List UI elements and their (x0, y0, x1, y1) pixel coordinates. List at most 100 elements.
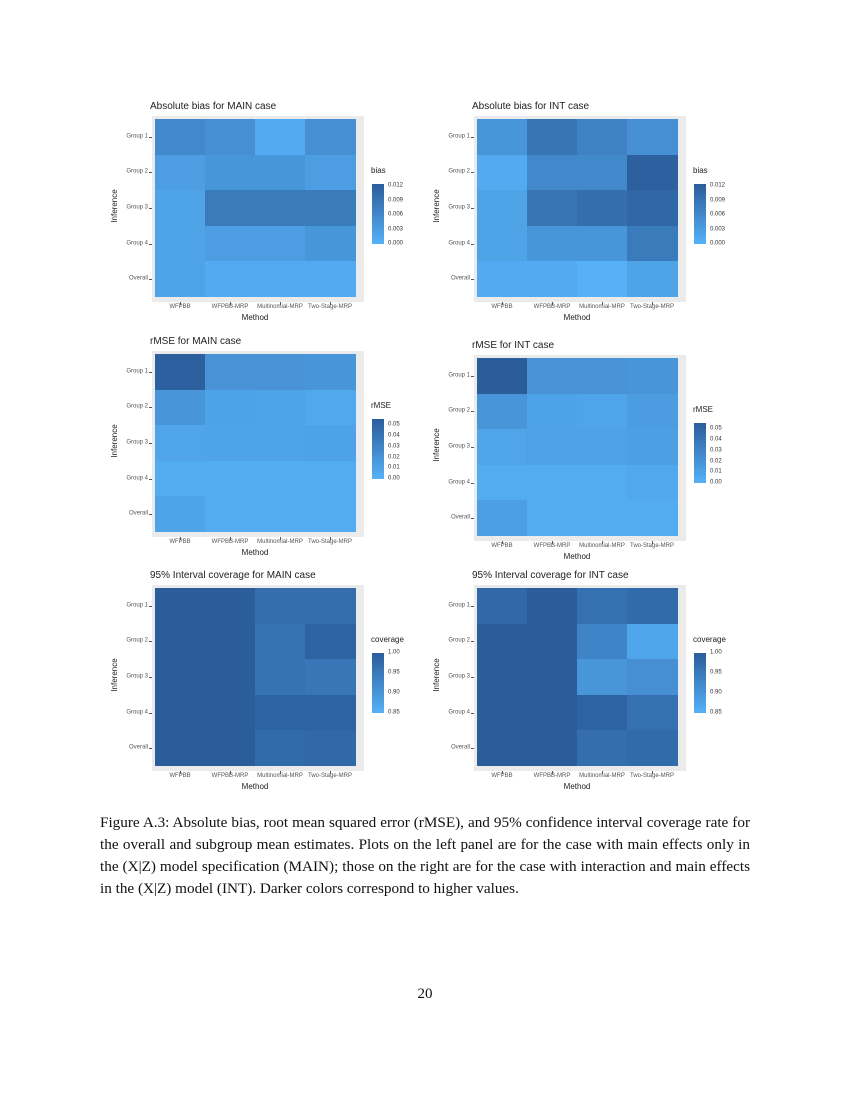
heatmap-tile (205, 694, 256, 731)
heatmap-tile (155, 659, 206, 696)
y-tick-label: Overall (450, 744, 470, 751)
heatmap-rmse-main: rMSE for MAIN case Group 1 Group 2 Group 3 G… (108, 336, 438, 566)
heatmap-tile (255, 225, 306, 262)
figure-caption: Figure A.3: Absolute bias, root mean squ… (100, 814, 750, 897)
heatmap-tile (155, 225, 206, 262)
y-tick-mark (149, 712, 152, 714)
x-tick-label: WFPBB (491, 304, 513, 310)
legend-tick-label: 0.00 (710, 479, 722, 486)
chart-title: rMSE for INT case (472, 340, 555, 351)
heatmap-tile (255, 496, 306, 533)
heatmap-tile (627, 393, 678, 430)
tile-grid (155, 119, 356, 298)
heatmap-tile (527, 225, 578, 262)
y-tick-mark (471, 677, 474, 678)
y-tick-label: Group 3 (448, 443, 470, 450)
heatmap-tile (577, 464, 628, 501)
legend-colorbar (694, 653, 706, 713)
y-axis-title: Inference (432, 428, 441, 462)
heatmap-tile (527, 154, 578, 191)
heatmap-tile (627, 659, 678, 696)
legend-tick-label: 0.90 (710, 689, 722, 696)
heatmap-tile (205, 730, 256, 767)
legend-tick-label: 0.04 (710, 436, 722, 443)
y-tick-label: Group 4 (126, 709, 148, 716)
heatmap-tile (527, 659, 578, 696)
heatmap-tile (205, 496, 256, 533)
legend-tick-label: 0.003 (710, 226, 726, 233)
heatmap-coverage-int: 95% Interval coverage for INT case Group … (430, 570, 760, 800)
y-tick-label: Overall (128, 510, 148, 517)
x-tick-label: WFPBB (491, 543, 513, 549)
x-tick-label: WFPBB (169, 304, 191, 310)
y-tick-mark (149, 208, 152, 209)
page-number: 20 (417, 986, 433, 1002)
y-tick-label: Group 4 (448, 240, 470, 247)
legend-tick-label: 0.009 (388, 197, 404, 204)
heatmap-tile (627, 623, 678, 660)
heatmap-tile (155, 623, 206, 660)
legend-tick-label: 0.03 (710, 447, 722, 454)
x-tick-mark (602, 302, 603, 305)
heatmap-tile (627, 225, 678, 262)
legend-title: coverage (371, 635, 404, 644)
heatmap-tile (205, 261, 256, 298)
heatmap-tile (627, 261, 678, 298)
y-tick-label: Group 1 (448, 372, 470, 379)
y-tick-mark (149, 371, 152, 373)
heatmap-tile (577, 119, 628, 156)
heatmap-tile (205, 425, 256, 462)
heatmap-tile (527, 464, 578, 501)
x-tick-mark (552, 302, 553, 305)
heatmap-tile (205, 190, 256, 227)
legend-tick-label: 0.00 (388, 475, 400, 482)
x-tick-label: Multinomial-MRP (579, 773, 625, 779)
legend-colorbar (694, 184, 706, 244)
y-tick-mark (471, 208, 474, 209)
x-tick-mark (230, 771, 231, 774)
chart-title: 95% Interval coverage for MAIN case (150, 570, 316, 581)
x-tick-label: WFPBB-MRP (533, 773, 571, 779)
x-tick-mark (502, 771, 503, 774)
heatmap-tile (305, 730, 356, 767)
x-tick-mark (330, 302, 331, 305)
x-tick-mark (280, 537, 281, 540)
heatmap-tile (205, 588, 256, 625)
legend-tick-label: 0.01 (710, 468, 722, 475)
x-tick-mark (280, 302, 281, 305)
y-axis-title: Inference (432, 189, 441, 223)
y-tick-label: Group 3 (448, 204, 470, 211)
heatmap-tile (305, 119, 356, 156)
y-tick-label: Group 2 (126, 637, 148, 644)
x-axis-title: Method (241, 782, 269, 791)
heatmap-tile (155, 190, 206, 227)
heatmap-tile (255, 730, 306, 767)
x-tick-label: Two-Stage-MRP (307, 539, 353, 545)
y-tick-mark (471, 136, 474, 138)
x-tick-mark (502, 541, 503, 544)
y-tick-mark (149, 407, 152, 409)
legend-colorbar (372, 653, 384, 713)
heatmap-tile (577, 659, 628, 696)
heatmap-tile (577, 623, 628, 660)
heatmap-tile (305, 190, 356, 227)
heatmap-tile (627, 588, 678, 625)
x-tick-label: Two-Stage-MRP (629, 773, 675, 779)
y-tick-mark (471, 447, 474, 448)
legend-title: rMSE (693, 405, 713, 414)
x-tick-mark (552, 541, 553, 544)
legend-tick-label: 0.05 (388, 421, 400, 428)
x-tick-mark (552, 771, 553, 774)
heatmap-tile (477, 730, 528, 767)
legend-tick-label: 0.000 (388, 240, 404, 247)
heatmap-tile (255, 425, 306, 462)
legend-colorbar (372, 419, 384, 479)
heatmap-tile (305, 354, 356, 391)
y-tick-label: Overall (450, 514, 470, 521)
x-tick-mark (330, 537, 331, 540)
y-tick-mark (471, 243, 474, 245)
heatmap-tile (627, 154, 678, 191)
heatmap-tile (477, 190, 528, 227)
y-tick-label: Group 1 (126, 602, 148, 609)
